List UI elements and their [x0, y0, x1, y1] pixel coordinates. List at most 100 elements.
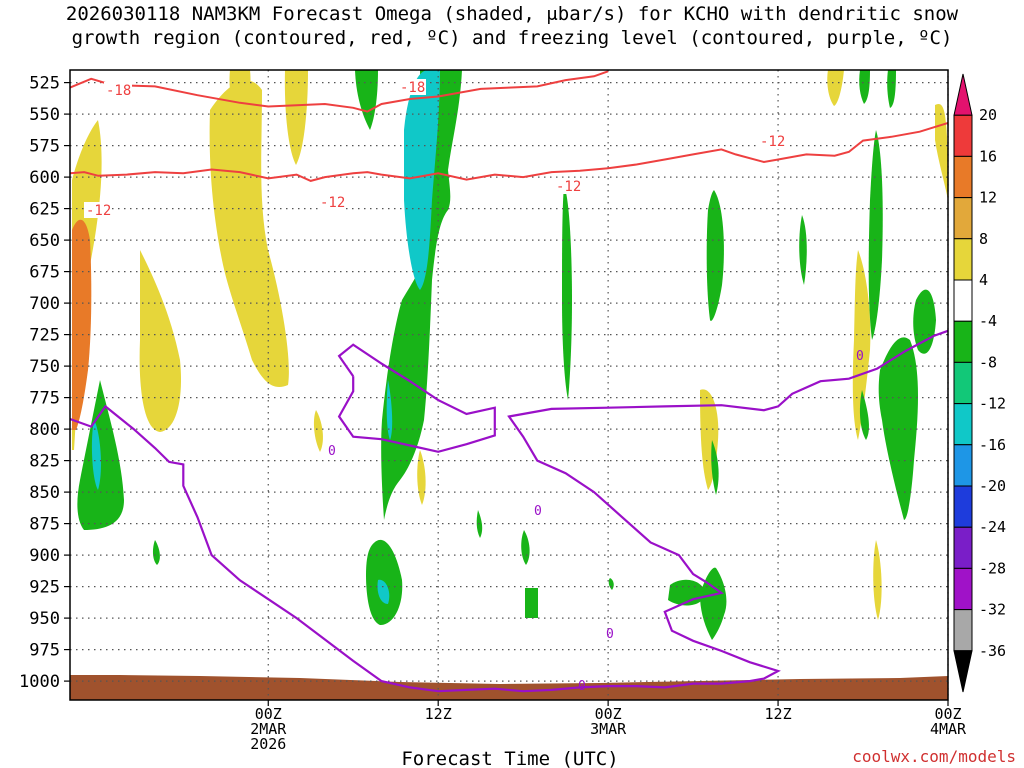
x-tick-label: 00Z	[595, 705, 622, 723]
omega-area-cyan	[91, 420, 101, 490]
colorbar-swatch	[953, 609, 973, 652]
y-tick-label: 925	[29, 578, 60, 598]
y-tick-label: 1000	[19, 672, 60, 692]
colorbar-swatch	[953, 650, 973, 693]
contour-label-purple-zero: 0	[578, 679, 586, 694]
contour-label-bg	[318, 194, 346, 210]
x-tick-label: 00Z	[255, 705, 282, 723]
omega-area-cyan	[404, 70, 440, 290]
omega-area-green	[700, 567, 727, 640]
colorbar-swatch	[953, 197, 973, 240]
omega-area-green	[381, 70, 462, 520]
colorbar-swatch	[953, 238, 973, 281]
contour-lines	[70, 70, 948, 693]
omega-area-green	[887, 70, 896, 108]
y-tick-label: 550	[29, 105, 60, 125]
omega-area-green	[868, 130, 883, 340]
y-tick-label: 675	[29, 263, 60, 283]
red-contour-minus12	[70, 121, 948, 182]
omega-area-green	[711, 440, 719, 495]
omega-area-yellow	[313, 410, 323, 452]
omega-area-green	[152, 540, 160, 565]
y-tick-label: 725	[29, 326, 60, 346]
omega-area-green	[608, 578, 614, 590]
omega-area-green	[521, 530, 530, 565]
omega-area-green	[859, 70, 870, 104]
colorbar-swatch	[953, 526, 973, 569]
colorbar-label: -16	[979, 436, 1006, 454]
colorbar-label: 20	[979, 106, 997, 124]
contour-label-red-minus12: -12	[556, 179, 581, 195]
y-tick-label: 825	[29, 452, 60, 472]
colorbar-label: -36	[979, 642, 1006, 660]
colorbar-swatch	[953, 320, 973, 363]
contour-label-red-minus18: -18	[400, 80, 425, 96]
omega-area-green	[355, 70, 378, 130]
x-tick-label: 2026	[250, 735, 286, 753]
omega-area-cyan	[386, 380, 393, 440]
colorbar-label: -8	[979, 353, 997, 371]
omega-area-green	[562, 185, 572, 400]
title-line-2: growth region (contoured, red, ºC) and f…	[71, 27, 953, 49]
contour-label-red-minus18: -18	[106, 83, 131, 99]
y-tick-label: 600	[29, 168, 60, 188]
contour-label-purple-zero: 0	[606, 627, 614, 642]
omega-area-yellow	[417, 450, 426, 505]
omega-area-green	[799, 215, 807, 285]
contour-label-red-minus12: -12	[86, 203, 111, 219]
y-tick-label: 950	[29, 609, 60, 629]
title-line-1: 2026030118 NAM3KM Forecast Omega (shaded…	[65, 3, 959, 25]
omega-area-green	[706, 190, 724, 321]
x-tick-label: 4MAR	[930, 720, 967, 738]
chart-title: 2026030118 NAM3KM Forecast Omega (shaded…	[0, 2, 1024, 50]
colorbar-swatch	[953, 444, 973, 487]
plot-frame	[69, 69, 949, 701]
contour-label-red-minus12: -12	[760, 134, 785, 150]
colorbar-swatch	[953, 403, 973, 446]
colorbar-swatch	[953, 361, 973, 405]
contour-label-purple-zero: 0	[328, 444, 336, 459]
colorbar-swatch	[953, 73, 973, 116]
y-tick-label: 525	[29, 74, 60, 94]
terrain-surface	[70, 675, 948, 700]
contour-labels: -18 -18 -12 -12 -12 -12 0 0 0 0 0	[84, 79, 864, 694]
y-tick-label: 800	[29, 420, 60, 440]
omega-area-yellow	[209, 80, 289, 388]
contour-label-purple-zero: 0	[856, 349, 864, 364]
contour-label-bg	[554, 178, 582, 194]
y-tick-label: 575	[29, 137, 60, 157]
omega-area-cyan	[377, 579, 390, 604]
x-tick-label: 3MAR	[590, 720, 627, 738]
watermark: coolwx.com/models	[852, 747, 1016, 766]
colorbar-label: 16	[979, 147, 997, 165]
contour-label-red-minus12: -12	[320, 195, 345, 211]
omega-area-yellow	[873, 540, 882, 620]
x-tick-label: 00Z	[934, 705, 961, 723]
purple-freezing-level-loop	[337, 343, 496, 453]
y-tick-label: 775	[29, 389, 60, 409]
omega-area-yellow	[935, 103, 948, 200]
colorbar-label: -32	[979, 601, 1006, 619]
y-tick-label: 650	[29, 231, 60, 251]
y-tick-label: 875	[29, 515, 60, 535]
y-tick-label: 625	[29, 200, 60, 220]
colorbar-label: -24	[979, 518, 1006, 536]
colorbar-swatch	[953, 279, 973, 322]
contour-label-purple-zero: 0	[534, 504, 542, 519]
colorbar-label: -12	[979, 395, 1006, 413]
omega-area-green	[525, 588, 538, 618]
colorbar-label: 4	[979, 271, 988, 289]
plot-background	[70, 70, 948, 700]
contour-label-bg	[398, 79, 426, 95]
y-axis: 525 550 575 600 625 650 675 700 725 750 775 800 825 8…	[19, 74, 70, 692]
colorbar-label: -28	[979, 559, 1006, 577]
x-tick-label: 12Z	[425, 705, 452, 723]
colorbar-label: -20	[979, 477, 1006, 495]
omega-area-yellow	[827, 70, 844, 106]
x-tick-label: 12Z	[765, 705, 792, 723]
omega-area-green	[859, 390, 869, 440]
omega-area-yellow	[284, 70, 308, 165]
omega-area-yellow	[852, 250, 871, 440]
